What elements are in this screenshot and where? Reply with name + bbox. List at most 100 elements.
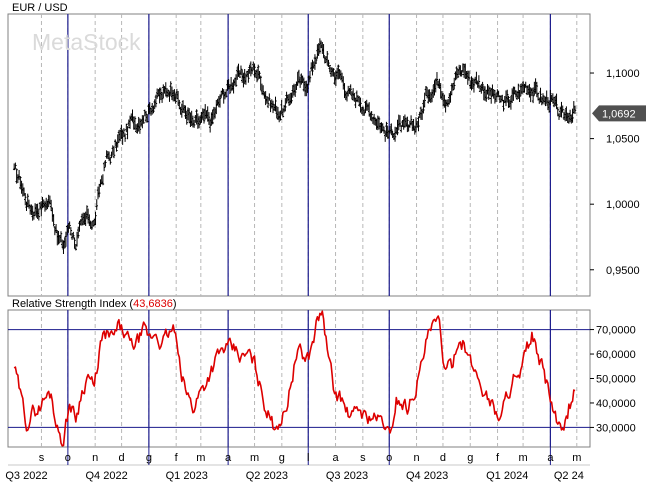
price-bar — [57, 230, 60, 245]
price-bar — [15, 168, 18, 184]
price-bar — [95, 199, 98, 211]
price-bar — [266, 97, 270, 109]
price-bar — [571, 108, 574, 123]
price-bar — [322, 44, 325, 58]
price-bar — [294, 84, 297, 97]
price-bar — [451, 83, 455, 91]
price-bar — [258, 70, 261, 79]
price-series — [12, 38, 577, 255]
month-tick-label: d — [119, 452, 125, 464]
price-bar — [215, 99, 218, 115]
price-bar — [138, 118, 142, 134]
rsi-title-text: Relative Strength Index — [12, 298, 127, 310]
price-bar — [409, 115, 413, 126]
quarter-label: Q3 2023 — [326, 470, 368, 482]
price-bar — [290, 92, 293, 104]
rsi-y-tick-label: 30,0000 — [596, 422, 636, 434]
month-tick-label: g — [467, 452, 473, 464]
price-bar — [218, 94, 222, 108]
month-tick-label: m — [196, 452, 205, 464]
price-bar — [155, 88, 159, 99]
quarter-boundaries — [67, 14, 551, 465]
price-bar — [393, 126, 397, 142]
price-bar — [234, 74, 238, 87]
price-bar — [490, 87, 493, 104]
price-bar — [480, 83, 483, 94]
month-tick-label: m — [518, 452, 527, 464]
quarter-label: Q4 2022 — [86, 470, 128, 482]
price-bar — [64, 231, 68, 247]
price-bar — [544, 96, 547, 107]
month-tick-label: s — [39, 452, 45, 464]
month-tick-label: d — [440, 452, 446, 464]
price-bar — [284, 98, 287, 112]
price-bar — [318, 38, 322, 54]
price-bar — [133, 116, 137, 130]
price-bar — [12, 163, 16, 171]
rsi-title-open-paren: ( — [129, 298, 133, 310]
price-bar — [152, 105, 155, 114]
price-bar — [192, 119, 196, 128]
month-tick-label: g — [146, 452, 152, 464]
price-bar — [535, 81, 539, 98]
price-bar — [247, 69, 250, 83]
price-bar — [255, 69, 259, 83]
price-bar — [279, 110, 282, 121]
rsi-y-tick-label: 40,0000 — [596, 398, 636, 410]
price-bar — [239, 65, 243, 76]
price-bar — [228, 84, 232, 95]
price-bar — [257, 64, 260, 80]
month-tick-label: o — [386, 452, 392, 464]
rsi-title-close-paren: ) — [173, 298, 177, 310]
price-bar — [250, 66, 254, 75]
price-bar — [91, 220, 95, 227]
rsi-line — [13, 310, 576, 447]
price-bar — [565, 106, 568, 122]
price-bar — [174, 93, 177, 104]
price-bar — [555, 93, 558, 109]
price-bar — [456, 68, 460, 79]
price-bar — [154, 94, 158, 108]
last-value-box — [592, 105, 646, 122]
price-y-tick-label: 1,0000 — [606, 199, 640, 211]
month-tick-label: a — [225, 452, 232, 464]
price-bar — [337, 64, 340, 80]
price-bar — [202, 108, 206, 124]
price-bar — [455, 66, 458, 80]
watermark: MetaStock — [32, 29, 141, 55]
quarter-label: Q1 2023 — [166, 470, 208, 482]
price-bar — [220, 90, 223, 98]
last-value-label: 1,0692 — [602, 108, 636, 120]
rsi-series — [13, 310, 576, 447]
last-value-marker: 1,0692 — [592, 105, 646, 122]
price-bar — [85, 205, 89, 220]
price-bar — [37, 208, 41, 221]
quarter-label: Q4 2023 — [406, 470, 448, 482]
price-bar — [390, 123, 393, 136]
price-bar — [125, 123, 128, 133]
price-bar — [73, 237, 76, 249]
price-bar — [467, 70, 471, 81]
price-bar — [507, 95, 510, 108]
price-bar — [63, 237, 66, 249]
price-bar — [115, 141, 118, 152]
price-bar — [185, 110, 188, 125]
price-y-tick-label: 1,0500 — [606, 134, 640, 146]
rsi-y-tick-label: 60,0000 — [596, 349, 636, 361]
price-bar — [24, 193, 27, 206]
rsi-y-axis: 70,0000 60,0000 50,0000 40,0000 30,0000 — [590, 325, 636, 434]
price-bar — [74, 243, 77, 251]
price-bar — [112, 146, 116, 159]
price-bar — [327, 59, 330, 67]
price-bar — [370, 111, 373, 122]
month-tick-label: n — [413, 452, 419, 464]
price-bar — [102, 162, 106, 172]
price-bar — [453, 77, 456, 90]
price-bar — [549, 89, 552, 106]
price-bar — [26, 193, 29, 207]
quarter-label: Q2 2023 — [246, 470, 288, 482]
price-bar — [261, 85, 265, 96]
price-bar — [259, 75, 262, 91]
price-bar — [306, 83, 309, 93]
